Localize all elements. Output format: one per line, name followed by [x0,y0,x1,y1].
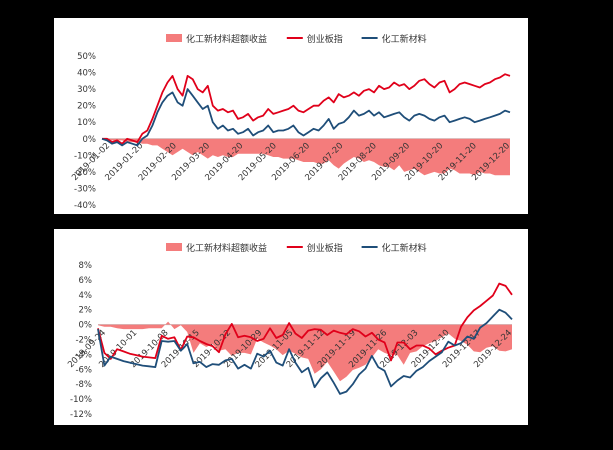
chart-top: 化工新材料超额收益 创业板指 化工新材料 50% 40% 30% 20% 10% 0% -10% -… [70,33,512,211]
bottom-legend: 化工新材料超额收益 创业板指 化工新材料 [166,242,427,254]
bottom-ytick-label: 6% [79,276,93,286]
top-legend-label: 化工新材料 [382,33,427,45]
top-ytick-label: -20% [74,168,96,178]
top-legend-swatch [166,34,182,42]
bottom-legend-swatch [166,243,182,251]
bottom-ytick-label: 0% [79,321,93,331]
top-legend-label: 创业板指 [307,33,343,45]
bottom-legend-label: 创业板指 [307,242,343,254]
top-legend-item: 创业板指 [286,33,343,45]
bottom-ytick-label: -2% [75,336,92,346]
top-ytick-label: -10% [74,151,96,161]
chart-top-panel: 化工新材料超额收益 创业板指 化工新材料 50% 40% 30% 20% 10% 0% -10% -… [54,18,528,214]
top-ytick-label: 30% [77,85,96,95]
bottom-ytick-label: 4% [79,291,93,301]
bottom-ytick-label: -8% [75,380,92,390]
top-ytick-label: -40% [74,201,96,211]
top-legend: 化工新材料超额收益 创业板指 化工新材料 [166,33,427,45]
bottom-series-area-excess [98,321,512,382]
bottom-series-line-chem-materials [97,308,513,395]
top-series-line-chinext [102,73,511,145]
top-ytick-label: 0% [83,135,97,145]
chart-bottom-panel: 化工新材料超额收益 创业板指 化工新材料 8% 6% 4% 2% 0% -2% -4% -6% -8%… [54,229,528,425]
top-legend-label: 化工新材料超额收益 [186,33,267,45]
chart-bottom: 化工新材料超额收益 创业板指 化工新材料 8% 6% 4% 2% 0% -2% -4% -6% -8%… [66,242,514,420]
top-ytick-label: 20% [77,102,96,112]
top-legend-item: 化工新材料 [361,33,427,45]
top-ytick-label: -30% [74,184,96,194]
bottom-legend-label: 化工新材料 [382,242,427,254]
top-ytick-label: 40% [77,69,96,79]
top-ytick-label: 50% [77,52,96,62]
bottom-legend-label: 化工新材料超额收益 [186,242,267,254]
bottom-legend-item: 化工新材料超额收益 [166,242,267,254]
top-series-line-chem-materials [101,88,511,147]
bottom-legend-item: 创业板指 [286,242,343,254]
top-legend-item: 化工新材料超额收益 [166,33,267,45]
bottom-legend-item: 化工新材料 [361,242,427,254]
bottom-ytick-label: -12% [70,410,92,420]
top-series-area-excess [102,138,510,176]
bottom-ytick-label: -10% [70,395,92,405]
bottom-ytick-label: 8% [79,261,93,271]
top-ytick-label: 10% [77,118,96,128]
bottom-ytick-label: -6% [75,365,92,375]
bottom-ytick-label: 2% [79,306,93,316]
bottom-ytick-label: -4% [75,350,92,360]
